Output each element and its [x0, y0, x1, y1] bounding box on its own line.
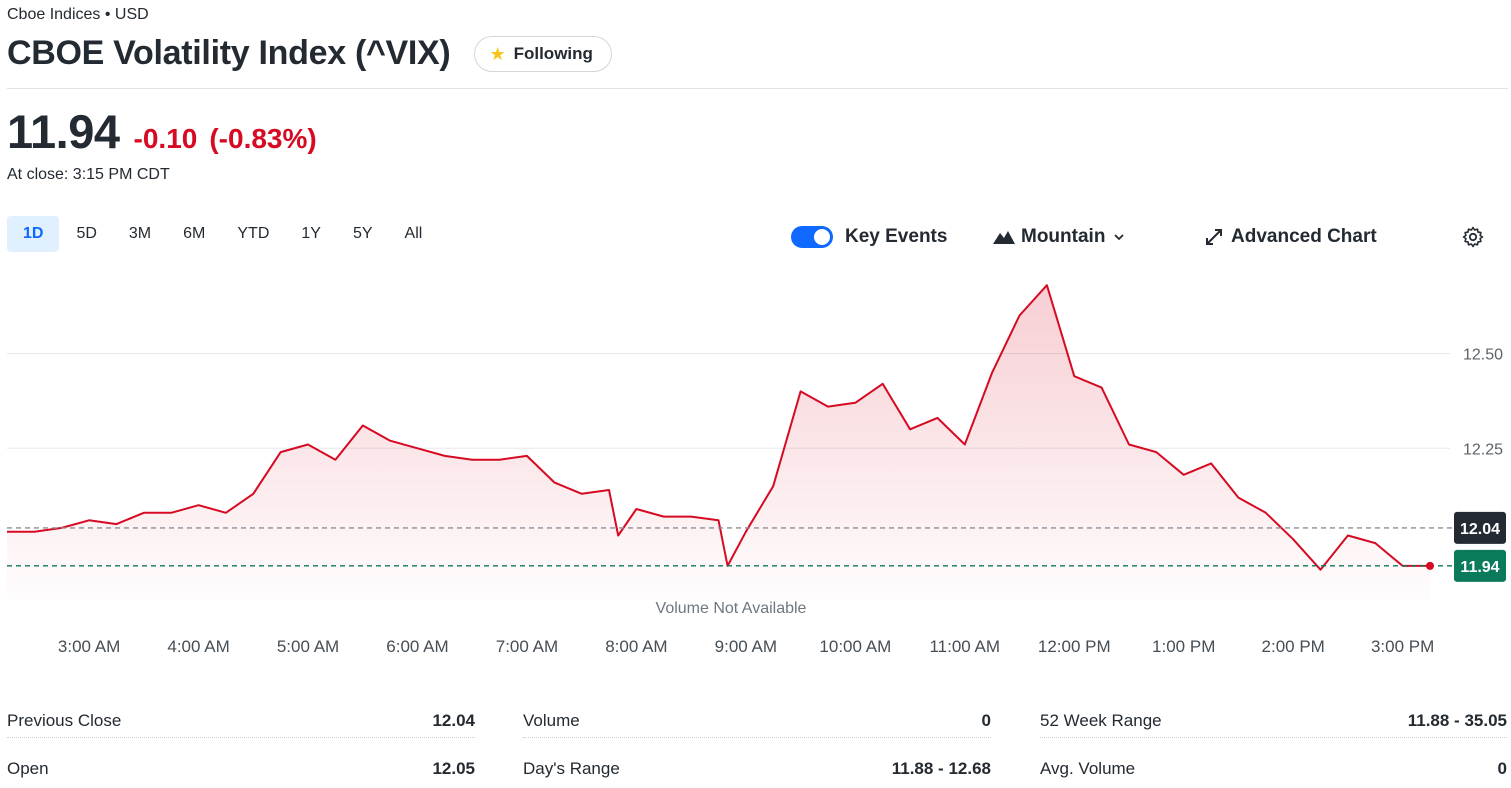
gear-icon[interactable] — [1461, 225, 1485, 249]
y-tick-label: 12.25 — [1463, 441, 1503, 458]
range-3m-button[interactable]: 3M — [128, 225, 152, 242]
expand-icon — [1206, 229, 1222, 245]
range-5d-button[interactable]: 5D — [76, 225, 97, 242]
exchange-label: Cboe Indices • USD — [7, 6, 149, 23]
stat-value: 12.05 — [432, 759, 475, 778]
stat-label: 52 Week Range — [1040, 710, 1162, 730]
stat-label: Day's Range — [523, 759, 620, 778]
x-tick-label: 6:00 AM — [386, 637, 448, 656]
y-tick-label: 12.50 — [1463, 346, 1503, 363]
stat-52-week-range: 52 Week Range 11.88 - 35.05 — [1040, 704, 1507, 738]
stat-volume: Volume 0 — [523, 704, 991, 738]
price-line — [7, 284, 1430, 571]
advanced-chart-button[interactable]: Advanced Chart — [1205, 226, 1377, 248]
x-tick-label: 12:00 PM — [1038, 637, 1111, 656]
current-price: 11.94 — [7, 105, 120, 158]
following-button[interactable]: ★ Following — [474, 35, 612, 72]
price-row: 11.94 -0.10 (-0.83%) — [7, 104, 317, 159]
stat-label: Avg. Volume — [1040, 759, 1136, 778]
previous-close-tag-label: 12.04 — [1460, 521, 1500, 538]
stat-label: Volume — [523, 710, 580, 730]
stat-open: Open 12.05 — [7, 752, 475, 786]
range-all-button[interactable]: All — [404, 225, 423, 242]
stat-days-range: Day's Range 11.88 - 12.68 — [523, 752, 991, 786]
x-tick-label: 10:00 AM — [819, 637, 891, 656]
stat-previous-close: Previous Close 12.04 — [7, 704, 475, 738]
key-events-toggle[interactable]: Key Events — [791, 226, 947, 248]
range-ytd-button[interactable]: YTD — [237, 225, 270, 242]
following-label: Following — [513, 43, 593, 63]
x-tick-label: 3:00 AM — [58, 637, 120, 656]
stat-label: Previous Close — [7, 710, 122, 730]
toggle-switch[interactable] — [791, 226, 833, 248]
stat-label: Open — [7, 759, 49, 778]
stat-avg-volume: Avg. Volume 0 — [1040, 752, 1507, 786]
current-price-tag-label: 11.94 — [1460, 559, 1499, 576]
chart-type-dropdown[interactable]: Mountain — [993, 226, 1125, 248]
x-tick-label: 2:00 PM — [1262, 637, 1325, 656]
x-tick-label: 5:00 AM — [277, 637, 339, 656]
range-5y-button[interactable]: 5Y — [352, 225, 373, 242]
chevron-down-icon — [1114, 234, 1125, 241]
x-tick-label: 1:00 PM — [1152, 637, 1215, 656]
key-events-label: Key Events — [845, 226, 948, 247]
header-divider — [7, 88, 1508, 89]
x-tick-label: 8:00 AM — [605, 637, 667, 656]
x-tick-label: 9:00 AM — [715, 637, 777, 656]
mountain-icon — [993, 231, 1015, 244]
x-tick-label: 11:00 AM — [929, 637, 1000, 656]
stat-value: 0 — [981, 710, 991, 730]
previous-close-tag: 12.04 — [1454, 511, 1506, 544]
range-1y-button[interactable]: 1Y — [301, 225, 321, 242]
stat-value: 0 — [1497, 759, 1507, 778]
stat-value: 11.88 - 12.68 — [891, 759, 991, 778]
current-price-tag: 11.94 — [1454, 549, 1506, 582]
range-6m-button[interactable]: 6M — [183, 225, 206, 242]
stat-value: 11.88 - 35.05 — [1407, 710, 1507, 730]
volume-note: Volume Not Available — [656, 600, 807, 617]
chart-type-label: Mountain — [1021, 226, 1106, 247]
price-change-percent: (-0.83%) — [209, 123, 317, 154]
price-chart[interactable]: 12.25 12.50 12.04 11.94 Volume Not Availa… — [0, 270, 1511, 670]
star-icon: ★ — [489, 43, 506, 64]
current-point — [1426, 561, 1434, 570]
x-tick-label: 4:00 AM — [167, 637, 229, 656]
title-row: CBOE Volatility Index (^VIX) ★ Following — [7, 34, 612, 73]
x-tick-label: 3:00 PM — [1371, 637, 1434, 656]
page-title: CBOE Volatility Index (^VIX) — [7, 34, 451, 72]
x-tick-label: 7:00 AM — [496, 637, 558, 656]
range-1d-button[interactable]: 1D — [7, 216, 60, 252]
range-selector: 1D 5D 3M 6M YTD 1Y 5Y All — [7, 216, 439, 252]
close-time: At close: 3:15 PM CDT — [7, 166, 170, 183]
toggle-knob — [814, 229, 830, 245]
price-area — [7, 285, 1430, 600]
stat-value: 12.04 — [432, 710, 475, 730]
price-change: -0.10 — [133, 123, 198, 154]
advanced-chart-label: Advanced Chart — [1231, 226, 1377, 247]
